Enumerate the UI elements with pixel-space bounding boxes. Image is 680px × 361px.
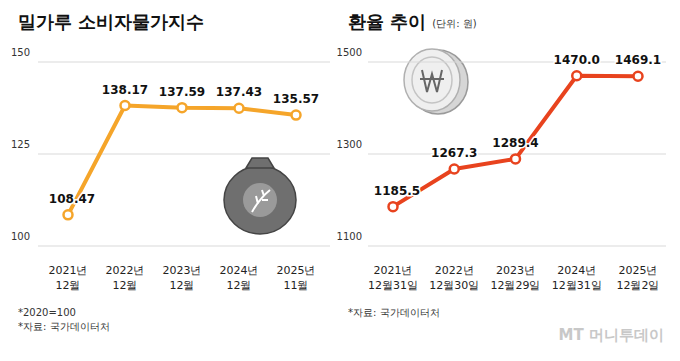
plot xyxy=(389,71,643,211)
tick-label: 150 xyxy=(11,47,30,58)
data-label: 137.59 xyxy=(159,85,205,99)
point xyxy=(178,103,187,112)
data-label: 135.57 xyxy=(273,92,319,106)
category-label-line: 2025년 xyxy=(277,264,316,277)
subtitle: (단위: 원) xyxy=(432,18,476,29)
data-label: 108.47 xyxy=(49,192,95,206)
annotation: *자료: 국가데이터처 xyxy=(348,307,440,318)
icon-coin xyxy=(404,49,460,111)
grid-line xyxy=(38,62,330,63)
tick-label: 1100 xyxy=(337,231,362,242)
icon-coin-ring xyxy=(412,57,452,103)
point xyxy=(121,101,130,110)
tick-label: 125 xyxy=(11,139,30,150)
category-label-line: 12월30일 xyxy=(429,279,479,292)
canvas: 밀가루 소비자물가지수1001251502021년12월2022년12월2023… xyxy=(0,0,680,361)
category-label: 2023년 12월 xyxy=(163,264,202,292)
category-label-line: 2022년 xyxy=(106,264,145,277)
category-label-line: 2022년 xyxy=(435,264,474,277)
point xyxy=(511,154,520,163)
category-label-line: 12월 xyxy=(113,279,138,292)
series-line xyxy=(68,106,296,215)
data-label: 1289.4 xyxy=(492,136,538,150)
category-label: 2025년 12월2일 xyxy=(617,264,660,292)
category-label: 2023년 12월29일 xyxy=(491,264,541,292)
tick-label: 1500 xyxy=(337,47,362,58)
data-label: 1185.5 xyxy=(374,184,420,198)
annotation: *2020=100 xyxy=(18,307,76,318)
point xyxy=(64,210,73,219)
category-label-line: 11월 xyxy=(284,279,309,292)
icon xyxy=(224,158,296,234)
category-label-line: 2021년 xyxy=(374,264,413,277)
category-label-line: 12월 xyxy=(227,279,252,292)
title: 밀가루 소비자물가지수 xyxy=(18,11,204,32)
tick-label: 1300 xyxy=(337,139,362,150)
credit: MT 머니투데이 xyxy=(559,326,664,344)
icon-body xyxy=(224,166,296,234)
icon-won xyxy=(420,70,444,92)
point xyxy=(235,104,244,113)
data-label: 1267.3 xyxy=(431,146,477,160)
category-label: 2024년 12월 xyxy=(220,264,259,292)
title: 환율 추이 xyxy=(348,11,426,32)
category-label: 2021년 12월 xyxy=(49,264,88,292)
category-label-line: 2021년 xyxy=(49,264,88,277)
chart: 환율 추이 (단위: 원) 1100 1300 1500 2021년 12월31일 2022년… xyxy=(337,11,666,318)
icon-wheat xyxy=(252,190,270,212)
point xyxy=(450,165,459,174)
category-label-line: 2023년 xyxy=(496,264,535,277)
category-label: 2022년 12월 xyxy=(106,264,145,292)
chart: 밀가루 소비자물가지수1001251502021년12월2022년12월2023… xyxy=(11,11,330,332)
category-label-line: 12월 xyxy=(56,279,81,292)
data-label: 137.43 xyxy=(216,85,262,99)
icon-neck xyxy=(246,158,274,168)
grid-line xyxy=(38,246,330,247)
icon xyxy=(404,49,468,114)
category-label-line: 12월29일 xyxy=(491,279,541,292)
category-label-line: 2024년 xyxy=(557,264,596,277)
point xyxy=(572,71,581,80)
point xyxy=(389,202,398,211)
category-label-line: 2023년 xyxy=(163,264,202,277)
background xyxy=(0,0,680,361)
grid-line xyxy=(38,154,330,155)
grid-line xyxy=(368,246,666,247)
category-label-line: 12월2일 xyxy=(617,279,660,292)
point xyxy=(634,72,643,81)
plot xyxy=(64,101,301,219)
category-label: 2022년 12월30일 xyxy=(429,264,479,292)
category-label-line: 12월 xyxy=(170,279,195,292)
category-label-line: 12월31일 xyxy=(368,279,418,292)
data-label: 138.17 xyxy=(102,83,148,97)
category-label-line: 2025년 xyxy=(619,264,658,277)
annotation: *자료: 국가데이터처 xyxy=(18,321,110,332)
category-label-line: 12월31일 xyxy=(552,279,602,292)
icon-emblem xyxy=(243,183,277,217)
data-label: 1470.0 xyxy=(554,53,600,67)
series-line xyxy=(393,76,638,207)
tick-label: 100 xyxy=(11,231,30,242)
category-label: 2025년 11월 xyxy=(277,264,316,292)
point xyxy=(292,111,301,120)
category-label: 2021년 12월31일 xyxy=(368,264,418,292)
category-label-line: 2024년 xyxy=(220,264,259,277)
data-label: 1469.1 xyxy=(615,53,661,67)
category-label: 2024년 12월31일 xyxy=(552,264,602,292)
